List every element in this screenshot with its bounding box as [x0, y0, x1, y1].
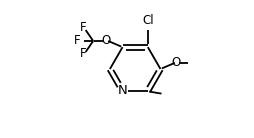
Text: F: F: [74, 34, 80, 47]
Text: F: F: [80, 22, 86, 34]
Text: Cl: Cl: [142, 14, 154, 27]
Text: O: O: [171, 56, 181, 69]
Text: O: O: [102, 34, 111, 47]
Text: N: N: [118, 84, 128, 97]
Text: F: F: [80, 47, 86, 60]
